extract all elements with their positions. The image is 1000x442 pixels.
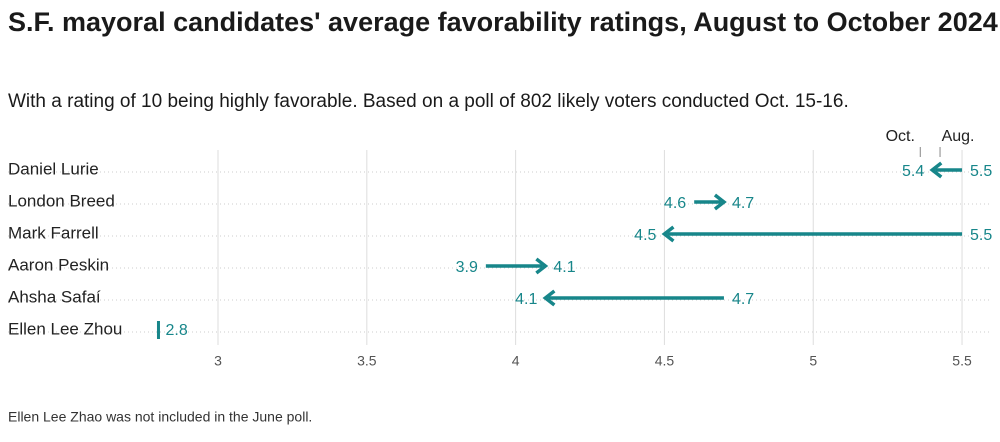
chart-title-line-1: S.F. mayoral candidates' average favorab… xyxy=(8,7,998,37)
x-tick-label: 5 xyxy=(809,353,817,369)
value-label: 4.6 xyxy=(664,195,686,212)
y-label: Ahsha Safaí xyxy=(8,287,101,306)
arrow-head xyxy=(713,193,727,211)
y-label: London Breed xyxy=(8,191,115,210)
marker xyxy=(156,321,160,339)
x-tick-label: 3 xyxy=(214,353,222,369)
x-tick-label: 3.5 xyxy=(357,353,377,369)
value-label: 5.5 xyxy=(970,163,992,180)
x-tick-label: 4.5 xyxy=(655,353,675,369)
legend-label: Oct. xyxy=(886,128,915,145)
x-tick-label: 5.5 xyxy=(952,353,972,369)
y-label: Ellen Lee Zhou xyxy=(8,319,122,338)
arrow-head xyxy=(661,225,675,243)
value-label: 4.1 xyxy=(553,259,575,276)
arrow-head xyxy=(535,257,549,275)
value-label: 5.5 xyxy=(970,227,992,244)
y-label: Daniel Lurie xyxy=(8,159,99,178)
arrow-head xyxy=(542,289,556,307)
value-label: 4.1 xyxy=(515,291,537,308)
value-label: 2.8 xyxy=(165,322,187,339)
chart-note: Ellen Lee Zhao was not included in the J… xyxy=(8,409,312,425)
x-tick-label: 4 xyxy=(512,353,520,369)
value-label: 4.7 xyxy=(732,195,754,212)
chart-subtitle: With a rating of 10 being highly favorab… xyxy=(8,91,849,112)
value-label: 3.9 xyxy=(456,259,478,276)
value-label: 4.5 xyxy=(634,227,656,244)
legend-label: Aug. xyxy=(942,128,975,145)
y-label: Aaron Peskin xyxy=(8,255,109,274)
value-label: 4.7 xyxy=(732,291,754,308)
value-label: 5.4 xyxy=(902,163,924,180)
arrow-head xyxy=(929,161,943,179)
y-label: Mark Farrell xyxy=(8,223,99,242)
